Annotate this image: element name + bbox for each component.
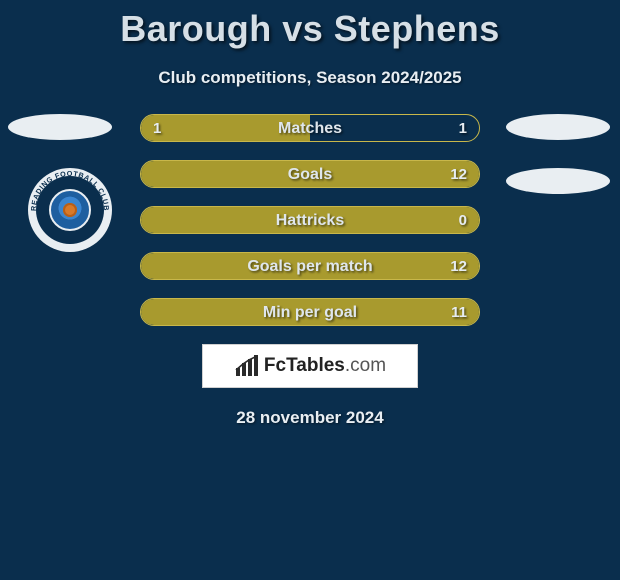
stat-label: Goals	[141, 161, 479, 188]
stat-row: 1Matches1	[140, 114, 480, 142]
player1-club-badge-icon: READING FOOTBALL CLUB EST. 1871	[28, 168, 112, 252]
brand-name: FcTables	[264, 355, 345, 376]
brand-text: FcTables.com	[264, 355, 386, 377]
subtitle: Club competitions, Season 2024/2025	[0, 68, 620, 88]
stat-label: Hattricks	[141, 207, 479, 234]
stat-value-right: 1	[459, 115, 467, 142]
stat-value-right: 11	[451, 299, 467, 326]
stat-value-right: 12	[450, 161, 467, 188]
player2-marker2-icon	[506, 168, 610, 194]
stat-value-right: 12	[450, 253, 467, 280]
stat-row: Goals12	[140, 160, 480, 188]
stat-label: Matches	[141, 115, 479, 142]
brand-watermark: FcTables.com	[202, 344, 418, 388]
date-label: 28 november 2024	[0, 408, 620, 428]
brand-suffix: .com	[345, 355, 386, 376]
brand-bars-icon	[234, 354, 260, 378]
compare-area: READING FOOTBALL CLUB EST. 1871 1Matches…	[0, 114, 620, 326]
stat-row: Goals per match12	[140, 252, 480, 280]
stat-bars: 1Matches1Goals12Hattricks0Goals per matc…	[140, 114, 480, 326]
stat-row: Min per goal11	[140, 298, 480, 326]
stat-label: Min per goal	[141, 299, 479, 326]
stat-label: Goals per match	[141, 253, 479, 280]
stat-row: Hattricks0	[140, 206, 480, 234]
comparison-infographic: Barough vs Stephens Club competitions, S…	[0, 0, 620, 428]
stat-value-right: 0	[459, 207, 467, 234]
page-title: Barough vs Stephens	[0, 8, 620, 50]
player1-marker-icon	[8, 114, 112, 140]
player2-marker-icon	[506, 114, 610, 140]
